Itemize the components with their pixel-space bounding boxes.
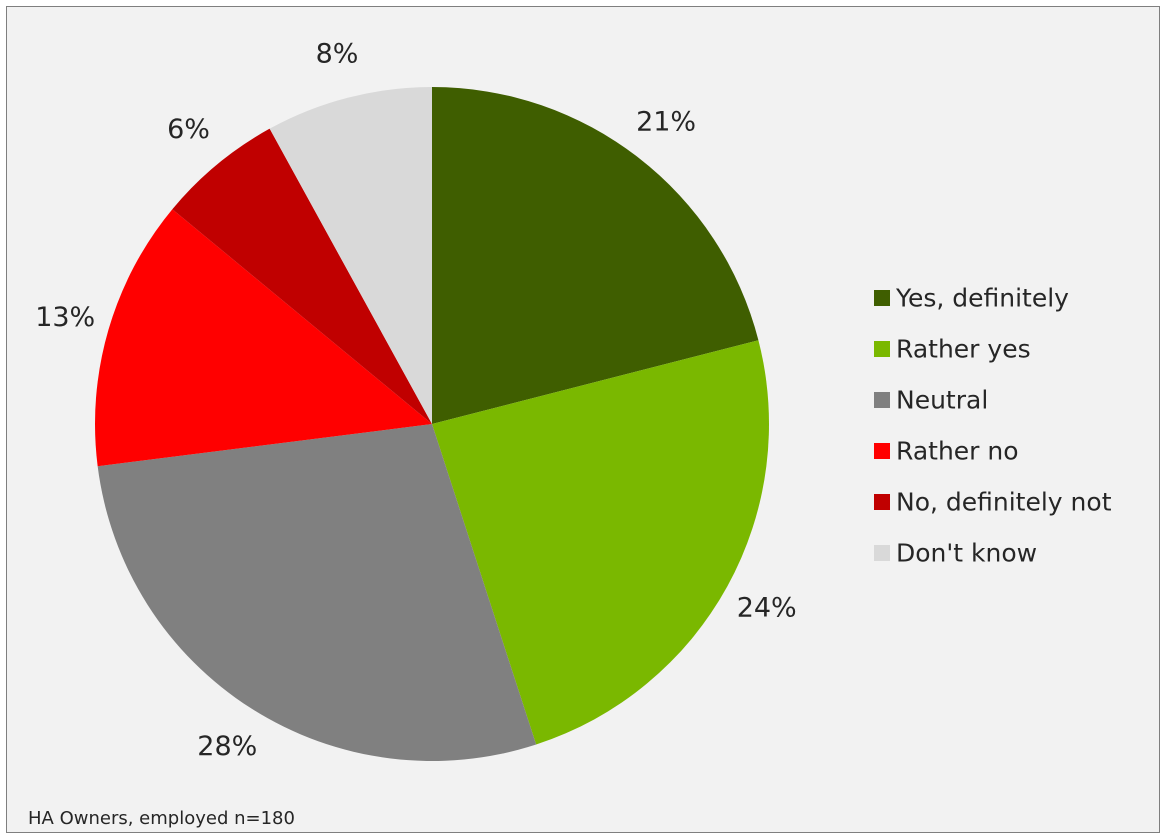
legend-swatch — [874, 341, 890, 357]
legend-item-neutral: Neutral — [874, 386, 988, 415]
legend-item-rather-no: Rather no — [874, 437, 1019, 466]
legend-swatch — [874, 290, 890, 306]
pie-slice-rather-yes — [432, 340, 769, 745]
data-label-rather-no: 13% — [35, 302, 95, 333]
pie-slice-don-t-know — [269, 87, 432, 424]
pie-slice-yes-definitely — [432, 87, 759, 424]
legend-label: Don't know — [896, 539, 1037, 568]
pie-slice-neutral — [97, 424, 537, 762]
legend-label: Neutral — [896, 386, 988, 415]
legend-label: Yes, definitely — [895, 284, 1069, 313]
legend-label: Rather no — [896, 437, 1019, 466]
legend-swatch — [874, 494, 890, 510]
legend-label: No, definitely not — [896, 488, 1112, 517]
data-label-no-definitely-not: 6% — [167, 114, 210, 145]
legend-item-yes-definitely: Yes, definitely — [874, 284, 1069, 313]
legend: Yes, definitely Rather yes Neutral Rather n… — [874, 284, 1112, 568]
data-label-neutral: 28% — [197, 731, 257, 762]
data-label-don-t-know: 8% — [316, 39, 359, 70]
legend-swatch — [874, 392, 890, 408]
legend-item-no-definitely-not: No, definitely not — [874, 488, 1112, 517]
pie-slice-no-definitely-not — [172, 128, 432, 424]
pie-slice-rather-no — [95, 209, 432, 467]
sample-note: HA Owners, employed n=180 — [28, 808, 295, 829]
pie-slices — [95, 87, 769, 762]
data-label-rather-yes: 24% — [737, 593, 797, 624]
legend-item-don-t-know: Don't know — [874, 539, 1037, 568]
data-label-yes-definitely: 21% — [636, 107, 696, 138]
legend-swatch — [874, 443, 890, 459]
legend-label: Rather yes — [896, 335, 1031, 364]
legend-item-rather-yes: Rather yes — [874, 335, 1031, 364]
pie-data-labels: 21% 24% 28% 13% 6% 8% — [35, 39, 797, 763]
legend-swatch — [874, 545, 890, 561]
